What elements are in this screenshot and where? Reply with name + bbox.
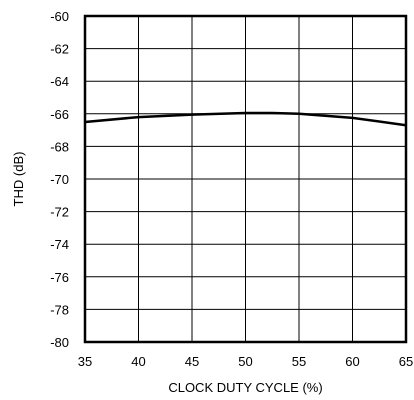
y-tick-label: -66: [50, 107, 69, 122]
y-axis-title: THD (dB): [11, 152, 26, 207]
y-tick-label: -60: [50, 9, 69, 24]
x-axis-title: CLOCK DUTY CYCLE (%): [168, 380, 322, 395]
x-tick-label: 45: [185, 354, 199, 369]
series-group: [84, 111, 407, 127]
series-line-0: [84, 111, 407, 127]
y-tick-label: -72: [50, 205, 69, 220]
y-tick-label: -70: [50, 172, 69, 187]
x-tick-label: 65: [399, 354, 413, 369]
x-tick-label: 35: [78, 354, 92, 369]
y-tick-label: -64: [50, 74, 69, 89]
y-tick-labels: -60 -62 -64 -66 -68 -70 -72 -74 -76 -78 -80: [50, 9, 69, 350]
y-tick-label: -78: [50, 302, 69, 317]
grid-lines: [85, 16, 406, 342]
x-tick-label: 60: [345, 354, 359, 369]
x-tick-label: 55: [292, 354, 306, 369]
plot-frame: [83, 14, 408, 344]
x-tick-labels: 35 40 45 50 55 60 65: [78, 354, 413, 369]
y-tick-label: -80: [50, 335, 69, 350]
y-tick-label: -74: [50, 237, 69, 252]
x-tick-label: 50: [238, 354, 252, 369]
y-tick-label: -68: [50, 139, 69, 154]
y-tick-label: -76: [50, 270, 69, 285]
y-tick-label: -62: [50, 42, 69, 57]
x-tick-label: 40: [131, 354, 145, 369]
